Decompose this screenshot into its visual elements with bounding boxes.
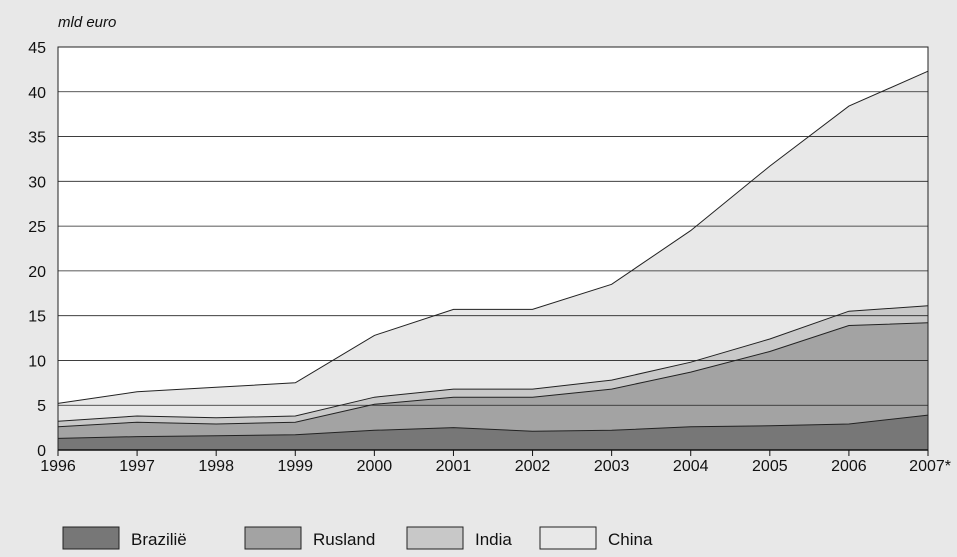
series-line-0: [57, 414, 929, 439]
x-tick-label: 2000: [357, 458, 393, 475]
legend-swatch-1: [244, 526, 302, 550]
y-tick-label: 20: [28, 264, 46, 281]
x-tick-label: 2003: [594, 458, 630, 475]
y-tick-label: 40: [28, 85, 46, 102]
x-tick-label: 2004: [673, 458, 709, 475]
y-tick-label: 45: [28, 40, 46, 57]
y-tick-label: 10: [28, 353, 46, 370]
x-tick-label: 1999: [277, 458, 313, 475]
x-tick-label: 2002: [515, 458, 551, 475]
x-tick-label: 2005: [752, 458, 788, 475]
legend: Brazilië Rusland India China: [62, 526, 653, 550]
x-tick-label: 2006: [831, 458, 867, 475]
y-tick-label: 0: [37, 443, 46, 460]
legend-label-0: Brazilië: [131, 530, 187, 549]
y-tick-label: 5: [37, 398, 46, 415]
y-tick-label: 25: [28, 219, 46, 236]
legend-swatch-2: [406, 526, 464, 550]
y-unit-label: mld euro: [58, 14, 116, 31]
area-1: [58, 322, 928, 439]
area-0: [58, 415, 928, 450]
x-tick-label: 2001: [436, 458, 472, 475]
area-layers: [57, 70, 929, 450]
series-line-2: [57, 305, 929, 422]
legend-swatch-3: [539, 526, 597, 550]
y-tick-label: 35: [28, 130, 46, 147]
x-tick-label: 2007*: [909, 458, 951, 475]
legend-label-3: China: [608, 530, 653, 549]
series-line-1: [57, 322, 929, 428]
axes: [57, 46, 929, 456]
x-tick-label: 1997: [119, 458, 155, 475]
series-line-3: [57, 70, 929, 404]
x-tick-label: 1996: [40, 458, 76, 475]
area-3: [58, 71, 928, 422]
x-tick-label: 1998: [198, 458, 234, 475]
area-2: [58, 305, 928, 427]
legend-label-2: India: [475, 530, 512, 549]
x-tick-labels: 1996 1997 1998 1999 2000 2001 2002 2003 2004 2005…: [40, 458, 951, 475]
legend-label-1: Rusland: [313, 530, 375, 549]
legend-swatch-0: [62, 526, 120, 550]
y-tick-labels: 0 5 10 15 20 25 30 35 40 45: [28, 40, 46, 460]
y-tick-label: 15: [28, 309, 46, 326]
y-tick-label: 30: [28, 174, 46, 191]
